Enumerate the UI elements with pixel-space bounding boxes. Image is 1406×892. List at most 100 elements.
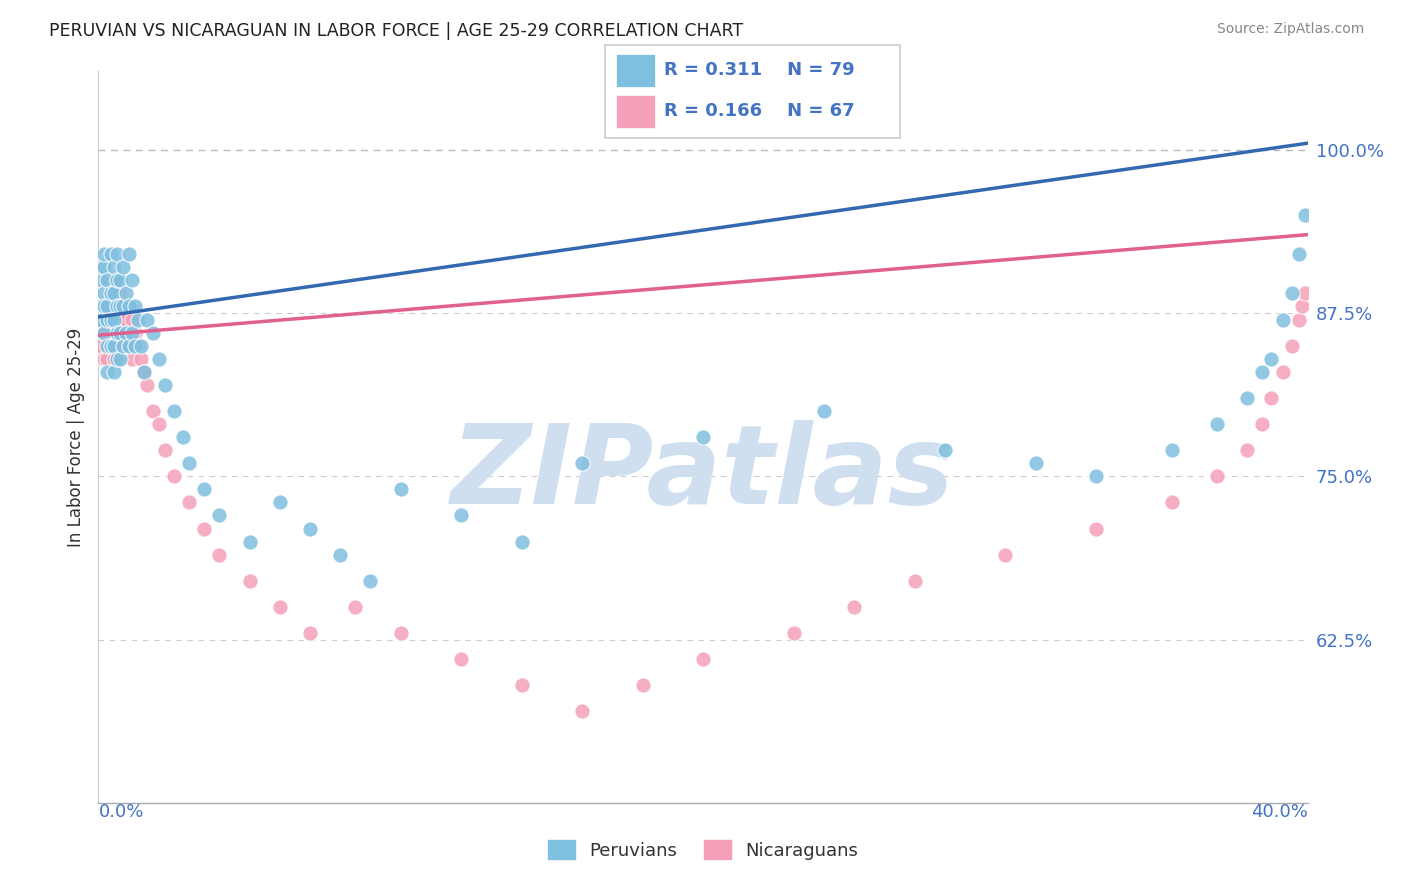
Point [132, 365, 155, 379]
Point [692, 430, 714, 444]
Point [93, 260, 115, 275]
Legend: Peruvians, Nicaraguans: Peruvians, Nicaraguans [540, 833, 866, 867]
Point [96, 339, 118, 353]
Point [239, 574, 262, 588]
Text: PERUVIAN VS NICARAGUAN IN LABOR FORCE | AGE 25-29 CORRELATION CHART: PERUVIAN VS NICARAGUAN IN LABOR FORCE | … [49, 22, 744, 40]
Point [329, 548, 352, 562]
Point [111, 300, 134, 314]
Point [142, 326, 165, 340]
Point [96, 351, 118, 366]
Point [1160, 443, 1182, 458]
Point [90, 339, 112, 353]
Point [344, 599, 367, 614]
Point [1294, 208, 1316, 222]
Point [124, 300, 146, 314]
Point [148, 351, 170, 366]
Point [148, 417, 170, 431]
Point [108, 326, 131, 340]
Point [103, 286, 125, 301]
Point [105, 286, 128, 301]
Point [108, 339, 131, 353]
Point [121, 273, 143, 287]
Point [118, 339, 141, 353]
Point [93, 351, 115, 366]
Point [692, 652, 714, 666]
Point [103, 351, 125, 366]
Point [179, 456, 201, 470]
Point [105, 247, 128, 261]
Point [1288, 312, 1310, 326]
Point [121, 326, 143, 340]
Point [153, 443, 176, 458]
Point [571, 456, 593, 470]
Point [299, 522, 322, 536]
Point [1281, 286, 1303, 301]
Point [93, 300, 115, 314]
Point [103, 273, 125, 287]
Point [208, 548, 231, 562]
Point [93, 300, 115, 314]
Point [114, 312, 136, 326]
Point [1160, 495, 1182, 509]
Point [193, 483, 215, 497]
Y-axis label: In Labor Force | Age 25-29: In Labor Force | Age 25-29 [66, 327, 84, 547]
Point [108, 273, 131, 287]
Point [90, 300, 112, 314]
Point [153, 377, 176, 392]
Point [193, 522, 215, 536]
Point [208, 508, 231, 523]
Point [93, 326, 115, 340]
Point [124, 339, 146, 353]
Point [1281, 339, 1303, 353]
Point [1236, 391, 1258, 405]
Point [389, 626, 412, 640]
Point [129, 351, 152, 366]
Point [934, 443, 956, 458]
Point [100, 339, 122, 353]
Point [105, 273, 128, 287]
Point [96, 326, 118, 340]
Point [90, 312, 112, 326]
Point [100, 286, 122, 301]
Point [90, 273, 112, 287]
Point [129, 339, 152, 353]
Point [1085, 469, 1108, 483]
Point [105, 339, 128, 353]
Text: R = 0.311    N = 79: R = 0.311 N = 79 [664, 62, 855, 79]
Point [142, 404, 165, 418]
Point [100, 312, 122, 326]
Point [105, 326, 128, 340]
Point [127, 339, 149, 353]
Point [269, 495, 291, 509]
Point [114, 326, 136, 340]
Point [96, 312, 118, 326]
Point [105, 351, 128, 366]
Point [118, 339, 141, 353]
Point [108, 300, 131, 314]
Point [108, 312, 131, 326]
Point [93, 326, 115, 340]
Point [135, 312, 157, 326]
Point [111, 326, 134, 340]
Point [1251, 417, 1274, 431]
Point [114, 286, 136, 301]
Point [105, 312, 128, 326]
Point [100, 312, 122, 326]
Point [904, 574, 927, 588]
Point [163, 469, 186, 483]
Point [299, 626, 322, 640]
Point [239, 534, 262, 549]
Point [124, 326, 146, 340]
Point [1272, 365, 1295, 379]
Point [1206, 469, 1229, 483]
Point [1085, 522, 1108, 536]
Text: Source: ZipAtlas.com: Source: ZipAtlas.com [1216, 22, 1364, 37]
Point [132, 365, 155, 379]
Point [111, 339, 134, 353]
Point [103, 312, 125, 326]
Point [90, 312, 112, 326]
Point [100, 339, 122, 353]
Point [163, 404, 186, 418]
Point [1206, 417, 1229, 431]
Point [1024, 456, 1046, 470]
